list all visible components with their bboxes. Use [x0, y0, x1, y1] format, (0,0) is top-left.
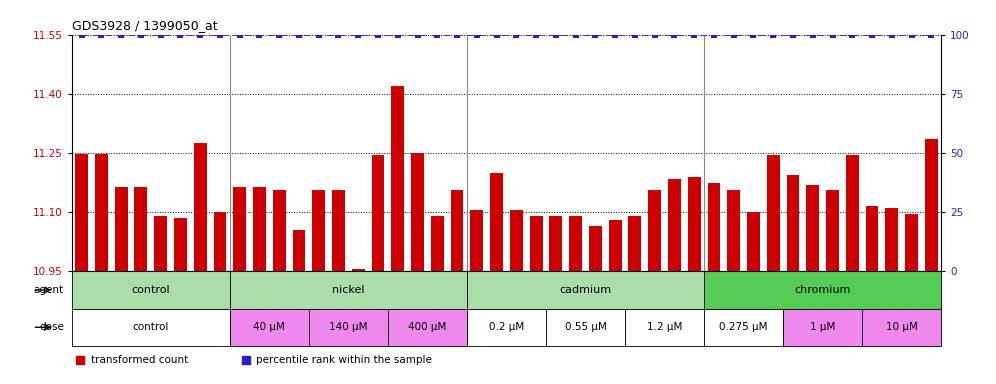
- Bar: [194, 143, 206, 271]
- Bar: [273, 190, 286, 271]
- Text: chromium: chromium: [795, 285, 851, 295]
- Bar: [863, 309, 941, 346]
- Bar: [313, 190, 325, 271]
- Bar: [72, 271, 230, 309]
- Bar: [154, 216, 167, 271]
- Bar: [787, 175, 800, 271]
- Bar: [628, 216, 641, 271]
- Text: agent: agent: [34, 285, 64, 295]
- Bar: [490, 173, 503, 271]
- Bar: [546, 309, 625, 346]
- Bar: [467, 309, 546, 346]
- Bar: [332, 190, 345, 271]
- Bar: [411, 153, 424, 271]
- Bar: [391, 86, 404, 271]
- Bar: [885, 208, 898, 271]
- Bar: [174, 218, 187, 271]
- Text: 140 μM: 140 μM: [329, 322, 368, 332]
- Bar: [467, 271, 704, 309]
- Bar: [826, 190, 839, 271]
- Bar: [704, 309, 783, 346]
- Bar: [213, 212, 226, 271]
- Bar: [230, 271, 467, 309]
- Bar: [609, 220, 622, 271]
- Text: dose: dose: [39, 322, 64, 332]
- Bar: [450, 190, 463, 271]
- Bar: [470, 210, 483, 271]
- Text: 1.2 μM: 1.2 μM: [646, 322, 682, 332]
- Bar: [72, 309, 230, 346]
- Text: percentile rank within the sample: percentile rank within the sample: [256, 354, 432, 364]
- Text: control: control: [131, 285, 170, 295]
- Bar: [707, 183, 720, 271]
- Bar: [569, 216, 582, 271]
- Bar: [688, 177, 700, 271]
- Bar: [668, 179, 681, 271]
- Text: 0.55 μM: 0.55 μM: [565, 322, 607, 332]
- Bar: [387, 309, 467, 346]
- Bar: [293, 230, 306, 271]
- Text: 40 μM: 40 μM: [253, 322, 285, 332]
- Text: 0.2 μM: 0.2 μM: [489, 322, 524, 332]
- Bar: [589, 226, 602, 271]
- Text: 10 μM: 10 μM: [885, 322, 917, 332]
- Bar: [550, 216, 563, 271]
- Text: nickel: nickel: [332, 285, 365, 295]
- Bar: [510, 210, 523, 271]
- Bar: [625, 309, 704, 346]
- Bar: [253, 187, 266, 271]
- Bar: [233, 187, 246, 271]
- Text: transformed count: transformed count: [91, 354, 188, 364]
- Text: 1 μM: 1 μM: [810, 322, 836, 332]
- Bar: [75, 154, 88, 271]
- Bar: [431, 216, 444, 271]
- Bar: [115, 187, 127, 271]
- Bar: [95, 154, 108, 271]
- Bar: [747, 212, 760, 271]
- Text: 0.275 μM: 0.275 μM: [719, 322, 768, 332]
- Bar: [372, 155, 384, 271]
- Text: cadmium: cadmium: [560, 285, 612, 295]
- Bar: [727, 190, 740, 271]
- Text: control: control: [132, 322, 169, 332]
- Bar: [783, 309, 863, 346]
- Bar: [925, 139, 938, 271]
- Bar: [134, 187, 147, 271]
- Text: 400 μM: 400 μM: [408, 322, 446, 332]
- Bar: [846, 155, 859, 271]
- Bar: [530, 216, 543, 271]
- Bar: [309, 309, 387, 346]
- Bar: [866, 206, 878, 271]
- Bar: [352, 269, 365, 271]
- Bar: [648, 190, 661, 271]
- Text: GDS3928 / 1399050_at: GDS3928 / 1399050_at: [72, 19, 217, 32]
- Bar: [807, 185, 819, 271]
- Bar: [704, 271, 941, 309]
- Bar: [230, 309, 309, 346]
- Bar: [767, 155, 780, 271]
- Bar: [905, 214, 918, 271]
